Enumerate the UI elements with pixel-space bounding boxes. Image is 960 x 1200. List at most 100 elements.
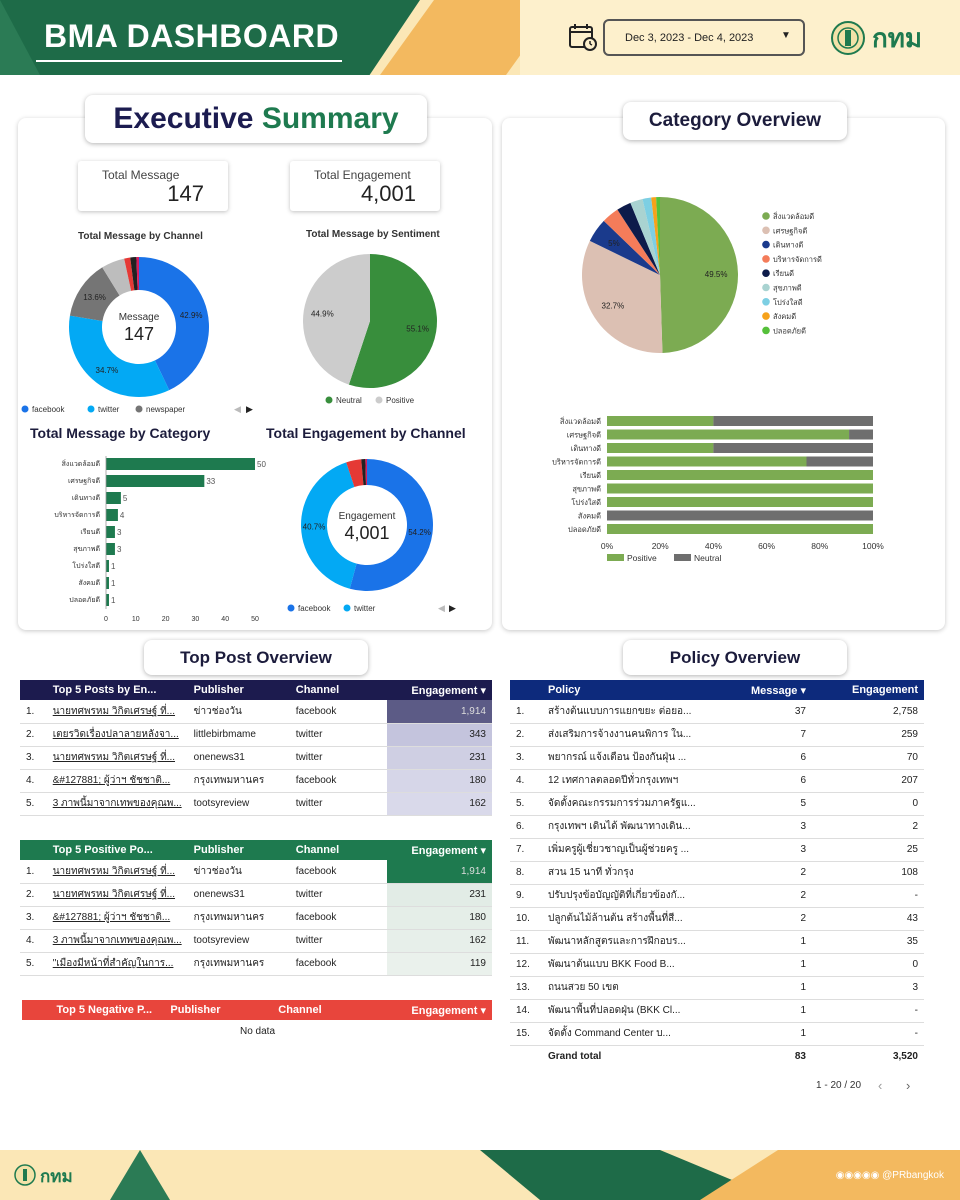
legend-label-1: twitter — [98, 405, 120, 414]
table-row[interactable]: 1. สร้างต้นแบบการแยกขยะ ต่อยอ... 37 2,758 — [510, 700, 924, 724]
stacked-label-3: บริหารจัดการดี — [552, 458, 601, 467]
table-row[interactable]: 5. 3 ภาพนี้มาจากเทพของคุณพ... tootsyreview… — [20, 792, 492, 816]
legend-next-icon[interactable]: ▶ — [449, 603, 456, 613]
col-header-policy[interactable]: Policy — [548, 684, 581, 696]
col-header-engagement[interactable]: Engagement ▾ — [411, 684, 486, 697]
grand-total-row: Grand total 83 3,520 — [510, 1045, 924, 1068]
post-link[interactable]: เตยรวิดเรื่องปลาลายหลังจา... — [46, 723, 188, 747]
table-row[interactable]: 2. นายทศพรหม วิกิตเศรษฐ์ ที่... onenews31 t… — [20, 883, 492, 907]
legend-next-icon[interactable]: ▶ — [246, 404, 253, 414]
donut-center-value: 4,001 — [344, 523, 389, 543]
message-cell: 6 — [712, 746, 812, 770]
stacked-legend-marker-0 — [607, 554, 624, 561]
message-cell: 1 — [712, 953, 812, 977]
col-header-publisher[interactable]: Publisher — [170, 1004, 221, 1016]
post-link[interactable]: 3 ภาพนี้มาจากเทพของคุณพ... — [46, 792, 188, 816]
publisher-cell: littlebirbmame — [187, 723, 290, 747]
col-header-channel[interactable]: Channel — [278, 1004, 322, 1016]
legend-prev-icon[interactable]: ◀ — [438, 603, 445, 613]
pie-slice-1 — [68, 315, 170, 397]
message-by-sentiment-chart: 55.1% 44.9% Neutral Positive — [303, 254, 437, 405]
col-header-post[interactable]: Top 5 Posts by En... — [52, 684, 157, 696]
col-header-post[interactable]: Top 5 Negative P... — [56, 1004, 153, 1016]
policy-cell: กรุงเทพฯ เดินได้ พัฒนาทางเดิน... — [542, 815, 712, 839]
stacked-bar-1-2 — [713, 443, 873, 453]
col-header-publisher[interactable]: Publisher — [193, 844, 244, 856]
table-row[interactable]: 11. พัฒนาหลักสูตรและการฝึกอบร... 1 35 — [510, 930, 924, 954]
post-link[interactable]: "เมืองมีหน้าที่สำคัญในการ... — [46, 952, 188, 976]
col-header-channel[interactable]: Channel — [295, 684, 340, 696]
legend-prev-icon[interactable]: ◀ — [234, 404, 241, 414]
row-index: 13. — [510, 976, 542, 1000]
col-header-message[interactable]: Message ▾ — [750, 684, 806, 697]
slice-label-1: 34.7% — [96, 366, 119, 375]
message-cell: 3 — [712, 815, 812, 839]
stacked-bar-0-4 — [607, 470, 873, 480]
col-header-channel[interactable]: Channel — [295, 844, 340, 856]
table-row[interactable]: 9. ปรับปรุงข้อบัญญัติที่เกี่ยวข้องกั... 2- — [510, 884, 924, 908]
table-row[interactable]: 1. นายทศพรหม วิกิตเศรษฐ์ ที่... ข่าวช่องวั… — [20, 860, 492, 884]
table-row[interactable]: 14. พัฒนาพื้นที่ปลอดฝุ่น (BKK Cl... 1- — [510, 999, 924, 1023]
table-row[interactable]: 5. จัดตั้งคณะกรรมการร่วมภาครัฐแ... 5 0 — [510, 792, 924, 816]
post-link[interactable]: นายทศพรหม วิกิตเศรษฐ์ ที่... — [46, 860, 188, 884]
table-row[interactable]: 8. สวน 15 นาที ทั่วกรุง 2 108 — [510, 861, 924, 885]
pie-slice-7 — [651, 197, 660, 275]
row-index: 9. — [510, 884, 542, 908]
table-row[interactable]: 4. 3 ภาพนี้มาจากเทพของคุณพ... tootsyreview… — [20, 929, 492, 953]
dashboard-title: BMA DASHBOARD — [44, 18, 340, 54]
col-header-engagement[interactable]: Engagement — [851, 684, 918, 696]
table-row[interactable]: 15. จัดตั้ง Command Center บ... 1- — [510, 1022, 924, 1046]
post-link[interactable]: นายทศพรหม วิกิตเศรษฐ์ ที่... — [46, 746, 188, 770]
post-link[interactable]: นายทศพรหม วิกิตเศรษฐ์ ที่... — [46, 883, 188, 907]
post-link[interactable]: &#127881; ผู้ว่าฯ ชัชชาติ... — [46, 906, 188, 930]
table-row[interactable]: 4. &#127881; ผู้ว่าฯ ชัชชาติ... กรุงเทพมหา… — [20, 769, 492, 793]
table-row[interactable]: 5. "เมืองมีหน้าที่สำคัญในการ... กรุงเทพมหา… — [20, 952, 492, 976]
pie-slice-4 — [124, 257, 135, 291]
legend-marker-0 — [21, 405, 29, 413]
calendar-icon[interactable] — [568, 22, 598, 52]
row-index: 2. — [510, 723, 542, 747]
category-legend-marker-2 — [762, 240, 770, 249]
bar-category-label-8: ปลอดภัยดี — [69, 596, 100, 604]
table-row[interactable]: 13. ถนนสวย 50 เขต 1 3 — [510, 976, 924, 1000]
table-row[interactable]: 10. ปลูกต้นไม้ล้านต้น สร้างพื้นที่สี... 2 4… — [510, 907, 924, 931]
engagement-cell: 70 — [812, 746, 924, 770]
social-handle[interactable]: ◉◉◉◉◉ @PRbangkok — [835, 1170, 944, 1181]
title-underline — [36, 60, 342, 62]
category-legend-label-1: เศรษฐกิจดี — [773, 226, 807, 235]
chart-title-message-by-sentiment: Total Message by Sentiment — [306, 229, 440, 240]
table-row[interactable]: 3. พยากรณ์ แจ้งเตือน ป้องกันฝุ่น ... 6 70 — [510, 746, 924, 770]
table-row[interactable]: 2. ส่งเสริมการจ้างงานคนพิการ ใน... 7 259 — [510, 723, 924, 747]
col-header-post[interactable]: Top 5 Positive Po... — [52, 844, 153, 856]
post-link[interactable]: &#127881; ผู้ว่าฯ ชัชชาติ... — [46, 769, 188, 793]
date-range-selector[interactable]: Dec 3, 2023 - Dec 4, 2023 ▼ — [603, 19, 805, 56]
post-link[interactable]: 3 ภาพนี้มาจากเทพของคุณพ... — [46, 929, 188, 953]
bar-xtick-1: 10 — [132, 616, 140, 623]
col-header-engagement[interactable]: Engagement ▾ — [411, 1004, 486, 1017]
chevron-right-icon[interactable]: › — [906, 1078, 911, 1093]
post-link[interactable]: นายทศพรหม วิกิตเศรษฐ์ ที่... — [46, 700, 188, 724]
table-row[interactable]: 3. &#127881; ผู้ว่าฯ ชัชชาติ... กรุงเทพมหา… — [20, 906, 492, 930]
col-header-engagement[interactable]: Engagement ▾ — [411, 844, 486, 857]
chevron-left-icon[interactable]: ‹ — [878, 1078, 883, 1093]
pagination-label: 1 - 20 / 20 — [816, 1080, 862, 1091]
col-header-publisher[interactable]: Publisher — [193, 684, 244, 696]
chevron-down-icon: ▼ — [781, 30, 791, 41]
message-cell: 37 — [712, 700, 812, 724]
table-row[interactable]: 4. 12 เทศกาลตลอดปีทั่วกรุงเทพฯ 6 207 — [510, 769, 924, 793]
stacked-bar-0-5 — [607, 483, 873, 494]
bar-category-label-7: สังคมดี — [78, 579, 100, 587]
channel-cell: facebook — [289, 860, 388, 884]
stacked-xtick-5: 100% — [862, 541, 884, 551]
table-row[interactable]: 12. พัฒนาต้นแบบ BKK Food B... 1 0 — [510, 953, 924, 977]
message-cell: 7 — [712, 723, 812, 747]
table-row[interactable]: 1. นายทศพรหม วิกิตเศรษฐ์ ที่... ข่าวช่องวั… — [20, 700, 492, 724]
table-row[interactable]: 7. เพิ่มครูผู้เชี่ยวชาญเป็นผู้ช่วยครู ...… — [510, 838, 924, 862]
table-row[interactable]: 6. กรุงเทพฯ เดินได้ พัฒนาทางเดิน... 3 2 — [510, 815, 924, 839]
table-row[interactable]: 3. นายทศพรหม วิกิตเศรษฐ์ ที่... onenews31 t… — [20, 746, 492, 770]
category-legend-label-4: เรียนดี — [773, 269, 794, 278]
bar-value-4: 3 — [117, 528, 122, 537]
policy-cell: ถนนสวย 50 เขต — [542, 976, 712, 1000]
total-message-card: Total Message 147 — [78, 161, 228, 211]
table-row[interactable]: 2. เตยรวิดเรื่องปลาลายหลังจา... littlebirb… — [20, 723, 492, 747]
